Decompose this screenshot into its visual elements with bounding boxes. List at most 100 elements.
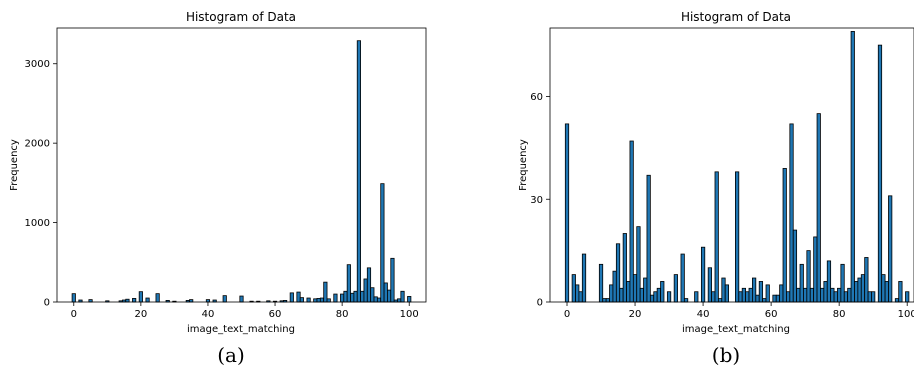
histogram-bar: [397, 298, 402, 303]
histogram-bar: [323, 281, 328, 303]
histogram-bar: [707, 267, 712, 303]
histogram-bar: [646, 174, 651, 303]
histogram-bar: [602, 298, 607, 303]
histogram-bar: [714, 171, 719, 303]
x-tick-label: 60: [765, 309, 778, 320]
histogram-bar: [390, 257, 395, 303]
y-axis-label: Frequency: [518, 139, 529, 191]
histogram-bar: [837, 287, 842, 303]
histogram-bar: [387, 289, 392, 303]
histogram-panel-a: Histogram of Data 0 20 40 60 80 100 0 1000 2000…: [9, 10, 427, 366]
histogram-bar: [758, 281, 764, 303]
histogram-bar: [830, 287, 835, 303]
histogram-bar: [796, 287, 801, 303]
histogram-bar: [847, 287, 852, 303]
x-tick-label: 100: [400, 309, 419, 320]
bars: [564, 31, 910, 303]
histogram-bar: [571, 274, 576, 303]
histogram-bar: [636, 226, 641, 303]
histogram-bar: [877, 44, 883, 303]
histogram-bar: [854, 281, 859, 303]
histogram-bar: [779, 284, 784, 303]
histogram-bar: [333, 293, 338, 303]
histogram-bar: [299, 297, 304, 303]
histogram-bar: [629, 140, 634, 303]
histogram-bar: [755, 294, 760, 303]
y-ticks: 0 30 60: [530, 92, 550, 309]
x-tick-label: 80: [336, 309, 349, 320]
histogram-bar: [639, 287, 644, 303]
histogram-bar: [343, 290, 348, 303]
histogram-bar: [376, 297, 382, 303]
histogram-bar: [786, 291, 791, 303]
histogram-bar: [799, 263, 804, 303]
histogram-bar: [898, 281, 903, 303]
chart-title: Histogram of Data: [681, 10, 791, 24]
histogram-bar: [306, 297, 311, 303]
histogram-bar: [132, 298, 137, 303]
histogram-bar: [383, 282, 388, 303]
x-tick-label: 40: [202, 309, 215, 320]
x-ticks: 0 20 40 60 80 100: [564, 302, 914, 320]
histogram-bar: [138, 291, 143, 303]
histogram-bar: [711, 291, 716, 303]
y-tick-label: 1000: [25, 218, 50, 229]
histogram-bar: [884, 281, 889, 303]
histogram-bar: [748, 287, 753, 303]
histogram-bar: [721, 277, 726, 303]
x-axis-label: image_text_matching: [682, 324, 790, 335]
histogram-bar: [71, 293, 76, 303]
histogram-bar: [820, 287, 825, 303]
histogram-bar: [346, 264, 351, 303]
histogram-bar: [407, 296, 412, 303]
x-tick-label: 40: [697, 309, 710, 320]
histogram-bar: [792, 229, 798, 303]
x-ticks: 0 20 40 60 80 100: [71, 302, 419, 320]
histogram-bar: [857, 277, 862, 303]
histogram-bar: [694, 291, 699, 303]
y-ticks: 0 1000 2000 3000: [25, 59, 57, 309]
panel-caption: (b): [712, 343, 740, 366]
histogram-bar: [666, 291, 672, 303]
y-tick-label: 30: [530, 195, 543, 206]
y-tick-label: 0: [44, 298, 50, 309]
histogram-bar: [765, 284, 770, 303]
histogram-bar: [155, 293, 160, 303]
histogram-bar: [752, 277, 757, 303]
histogram-bar: [632, 274, 638, 303]
histogram-bar: [326, 298, 331, 303]
histogram-bar: [400, 290, 405, 303]
histogram-bar: [643, 277, 648, 303]
y-axis-label: Frequency: [9, 139, 20, 191]
histogram-bar: [680, 253, 685, 303]
histogram-bar: [296, 291, 301, 303]
histogram-bar: [612, 270, 617, 303]
histogram-bar: [145, 297, 150, 303]
histogram-bar: [656, 287, 661, 303]
axes-frame: [549, 27, 914, 303]
y-tick-label: 2000: [25, 139, 50, 150]
histogram-bar: [316, 298, 321, 303]
histogram-bar: [673, 274, 678, 303]
histogram-bar: [850, 31, 855, 303]
histogram-bar: [700, 246, 706, 303]
histogram-bar: [867, 291, 872, 303]
histogram-bar: [626, 281, 631, 303]
histogram-bar: [738, 291, 743, 303]
histogram-bar: [578, 291, 583, 303]
histogram-bar: [717, 298, 723, 303]
histogram-bar: [745, 291, 750, 303]
histogram-bar: [660, 281, 665, 303]
x-axis-label: image_text_matching: [187, 324, 295, 335]
histogram-bar: [340, 293, 345, 303]
histogram-bar: [775, 294, 781, 303]
histogram-bar: [843, 291, 849, 303]
histogram-bar: [905, 291, 910, 303]
y-tick-label: 3000: [25, 59, 50, 70]
histogram-bar: [353, 290, 358, 303]
x-tick-label: 0: [564, 309, 570, 320]
histogram-bar: [581, 253, 587, 303]
histogram-panel-b: Histogram of Data 0 20 40 60 80 100 0 30 60 ima…: [518, 10, 914, 366]
bars: [71, 40, 412, 303]
histogram-bar: [605, 298, 610, 303]
